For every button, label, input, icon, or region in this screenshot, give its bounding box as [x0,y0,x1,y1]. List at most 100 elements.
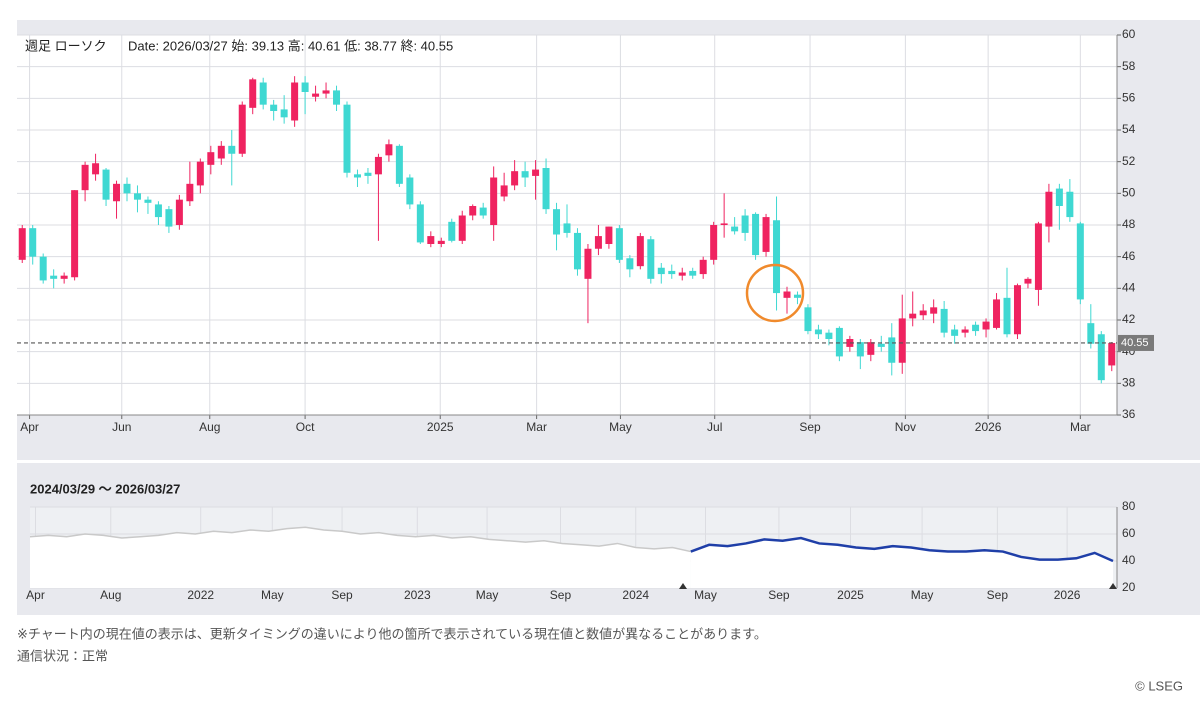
y-tick-label: 80 [1122,499,1136,513]
candle-body [301,82,309,92]
range-handle-left[interactable] [679,583,687,589]
x-tick-label: May [261,588,284,602]
candle-body [333,90,341,105]
x-tick-label: Jun [112,420,131,434]
candle-body [699,259,707,275]
candle-body [60,275,68,279]
x-tick-label: Aug [100,588,121,602]
candle-body [1013,285,1021,335]
x-tick-label: May [694,588,717,602]
candle-body [280,109,288,118]
x-tick-label: 2026 [1054,588,1081,602]
candle-body [123,183,131,194]
y-tick-label: 38 [1122,376,1136,390]
candle-body [71,190,79,278]
x-tick-label: Sep [768,588,790,602]
candle-body [888,337,896,363]
candle-body [196,161,204,186]
y-tick-label: 48 [1122,217,1136,231]
candle-body [1108,342,1116,366]
candle-body [1055,188,1063,206]
candle-body [804,307,812,332]
candle-body [50,275,58,279]
candle-body [343,104,351,173]
y-tick-label: 36 [1122,407,1136,421]
x-tick-label: 2023 [404,588,431,602]
candle-body [877,343,885,347]
x-tick-label: 2024 [622,588,649,602]
candle-body [1034,223,1042,290]
candle-body [322,90,330,94]
candle-body [521,171,529,178]
candle-body [259,82,267,105]
y-tick-label: 60 [1122,27,1136,41]
last-price-box [1118,334,1154,351]
candle-body [951,329,959,336]
x-tick-label: 2026 [975,420,1002,434]
footer-note: ※チャート内の現在値の表示は、更新タイミングの違いにより他の箇所で表示されている… [17,626,767,641]
x-tick-label: Nov [895,420,916,434]
candle-body [615,228,623,260]
candle-body [783,291,791,298]
candle-body [689,270,697,276]
candle-body [594,236,602,249]
candle-body [867,342,875,355]
candle-body [793,294,801,298]
candle-body [113,183,121,202]
highlight-circle [745,263,805,323]
x-tick-label: Jul [707,420,722,434]
x-tick-label: May [476,588,499,602]
candle-body [773,220,781,294]
range-handle-right[interactable] [1109,583,1117,589]
candle-body [81,164,89,191]
candle-body [678,272,686,276]
y-tick-label: 46 [1122,249,1136,263]
y-tick-label: 54 [1122,122,1136,136]
candle-body [636,236,644,267]
candle-body [29,228,37,257]
candle-body [563,223,571,233]
y-tick-label: 50 [1122,186,1136,200]
y-tick-label: 60 [1122,526,1136,540]
candle-body [395,145,403,184]
candle-body [92,163,100,175]
candle-body [573,232,581,270]
candle-body [353,174,361,178]
x-tick-label: Sep [331,588,353,602]
y-tick-label: 58 [1122,59,1136,73]
candle-body [458,215,466,241]
x-tick-label: May [609,420,632,434]
candle-body [448,221,456,241]
candle-body [144,199,152,203]
x-tick-label: May [911,588,934,602]
candle-body [825,332,833,339]
candle-body [154,204,162,218]
candle-body [584,248,592,279]
candle-body [490,177,498,225]
x-tick-label: Apr [20,420,39,434]
chart-subtitle: Date: 2026/03/27 始: 39.13 高: 40.61 低: 38… [128,38,453,53]
x-tick-label: Sep [550,588,572,602]
candle-body [469,206,477,216]
candle-body [427,236,435,244]
candle-body [542,168,550,210]
candle-body [898,318,906,363]
candle-body [1087,323,1095,344]
candle-body [647,239,655,279]
candle-body [228,145,236,154]
x-tick-label: Mar [526,420,547,434]
y-tick-label: 40 [1122,553,1136,567]
x-tick-label: 2025 [427,420,454,434]
x-tick-label: Oct [296,420,315,434]
y-tick-label: 44 [1122,281,1136,295]
x-tick-label: Apr [26,588,45,602]
candle-body [291,82,299,121]
candle-body [374,156,382,175]
candle-body [1003,297,1011,335]
candle-body [972,324,980,332]
candle-body [741,215,749,233]
candle-body [762,217,770,252]
candle-body [511,171,519,186]
candle-body [668,270,676,275]
